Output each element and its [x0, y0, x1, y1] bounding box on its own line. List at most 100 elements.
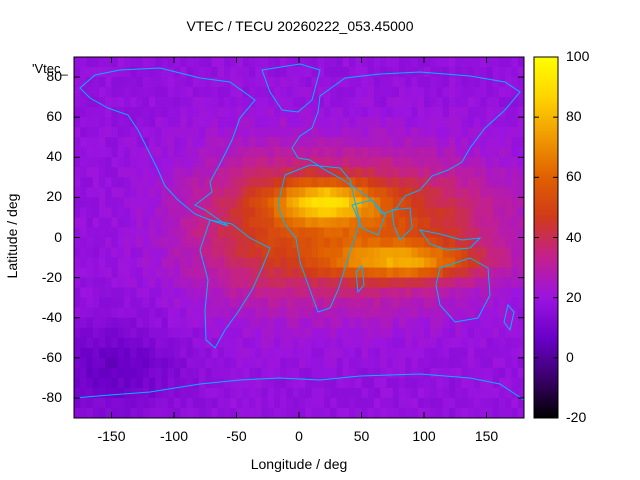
heatmap-cell [361, 327, 369, 339]
heatmap-cell [92, 137, 100, 148]
heatmap-cell [280, 57, 288, 68]
heatmap-cell [430, 287, 438, 299]
heatmap-cell [392, 147, 400, 158]
colorbar-tick-label: 60 [566, 168, 582, 185]
heatmap-cell [305, 337, 313, 349]
heatmap-cell [374, 77, 381, 88]
heatmap-cell [380, 177, 388, 188]
heatmap-cell [167, 317, 175, 329]
heatmap-cell [317, 237, 325, 249]
heatmap-cell [261, 297, 269, 309]
heatmap-cell [149, 307, 156, 319]
heatmap-cell [136, 227, 144, 239]
heatmap-cell [242, 237, 250, 249]
heatmap-cell [267, 327, 275, 339]
heatmap-cell [442, 57, 450, 68]
heatmap-cell [142, 137, 150, 148]
heatmap-cell [92, 317, 100, 329]
heatmap-cell [180, 347, 188, 359]
heatmap-cell [386, 87, 394, 98]
heatmap-cell [455, 257, 463, 269]
heatmap-cell [230, 227, 238, 239]
heatmap-cell [292, 287, 300, 299]
heatmap-cell [111, 97, 119, 108]
heatmap-cell [149, 387, 156, 399]
heatmap-cell [405, 157, 413, 168]
heatmap-cell [436, 107, 444, 118]
heatmap-cell [255, 317, 263, 329]
heatmap-cell [124, 67, 131, 78]
heatmap-cell [392, 217, 400, 229]
heatmap-cell [474, 107, 481, 118]
heatmap-cell [242, 357, 250, 369]
heatmap-cell [511, 247, 519, 259]
heatmap-cell [149, 287, 156, 299]
heatmap-cell [224, 87, 231, 98]
heatmap-cell [430, 407, 438, 418]
heatmap-cell [174, 327, 181, 339]
heatmap-cell [80, 57, 88, 68]
heatmap-cell [455, 287, 463, 299]
heatmap-cell [480, 207, 488, 219]
heatmap-cell [249, 137, 256, 148]
heatmap-cell [442, 177, 450, 188]
heatmap-cell [111, 207, 119, 219]
heatmap-cell [467, 277, 475, 289]
heatmap-cell [399, 67, 406, 78]
heatmap-cell [405, 307, 413, 319]
heatmap-cell [280, 197, 288, 209]
heatmap-cell [236, 217, 244, 229]
heatmap-cell [417, 147, 425, 158]
heatmap-cell [492, 67, 500, 78]
heatmap-cell [449, 277, 456, 289]
heatmap-cell [111, 377, 119, 389]
heatmap-cell [224, 57, 231, 68]
heatmap-cell [74, 57, 81, 68]
heatmap-cell [449, 347, 456, 359]
heatmap-cell [355, 157, 363, 168]
heatmap-cell [449, 217, 456, 229]
heatmap-cell [424, 317, 431, 329]
heatmap-cell [274, 347, 281, 359]
heatmap-cell [167, 297, 175, 309]
heatmap-cell [180, 237, 188, 249]
heatmap-cell [99, 277, 106, 289]
heatmap-cell [142, 187, 150, 198]
heatmap-cell [311, 187, 319, 198]
heatmap-cell [174, 187, 181, 198]
heatmap-cell [280, 67, 288, 78]
heatmap-cell [311, 237, 319, 249]
heatmap-cell [430, 87, 438, 98]
heatmap-cell [286, 217, 294, 229]
heatmap-cell [161, 97, 169, 108]
heatmap-cell [342, 137, 350, 148]
heatmap-cell [74, 207, 81, 219]
heatmap-cell [161, 397, 169, 409]
heatmap-cell [205, 227, 213, 239]
heatmap-cell [217, 137, 225, 148]
heatmap-cell [324, 57, 331, 68]
heatmap-cell [411, 107, 419, 118]
heatmap-cell [367, 287, 375, 299]
heatmap-cell [517, 237, 524, 249]
heatmap-cell [136, 247, 144, 259]
heatmap-cell [299, 227, 306, 239]
heatmap-cell [267, 127, 275, 138]
heatmap-cell [124, 367, 131, 379]
heatmap-cell [305, 267, 313, 279]
heatmap-cell [430, 337, 438, 349]
heatmap-cell [480, 167, 488, 178]
heatmap-cell [336, 157, 344, 168]
heatmap-cell [461, 317, 469, 329]
heatmap-cell [455, 177, 463, 188]
heatmap-cell [411, 57, 419, 68]
heatmap-cell [192, 237, 200, 249]
heatmap-cell [92, 247, 100, 259]
heatmap-cell [92, 407, 100, 418]
heatmap-cell [436, 147, 444, 158]
heatmap-cell [430, 157, 438, 168]
heatmap-cell [517, 377, 524, 389]
heatmap-cell [517, 167, 524, 178]
heatmap-cell [142, 217, 150, 229]
heatmap-cell [92, 297, 100, 309]
